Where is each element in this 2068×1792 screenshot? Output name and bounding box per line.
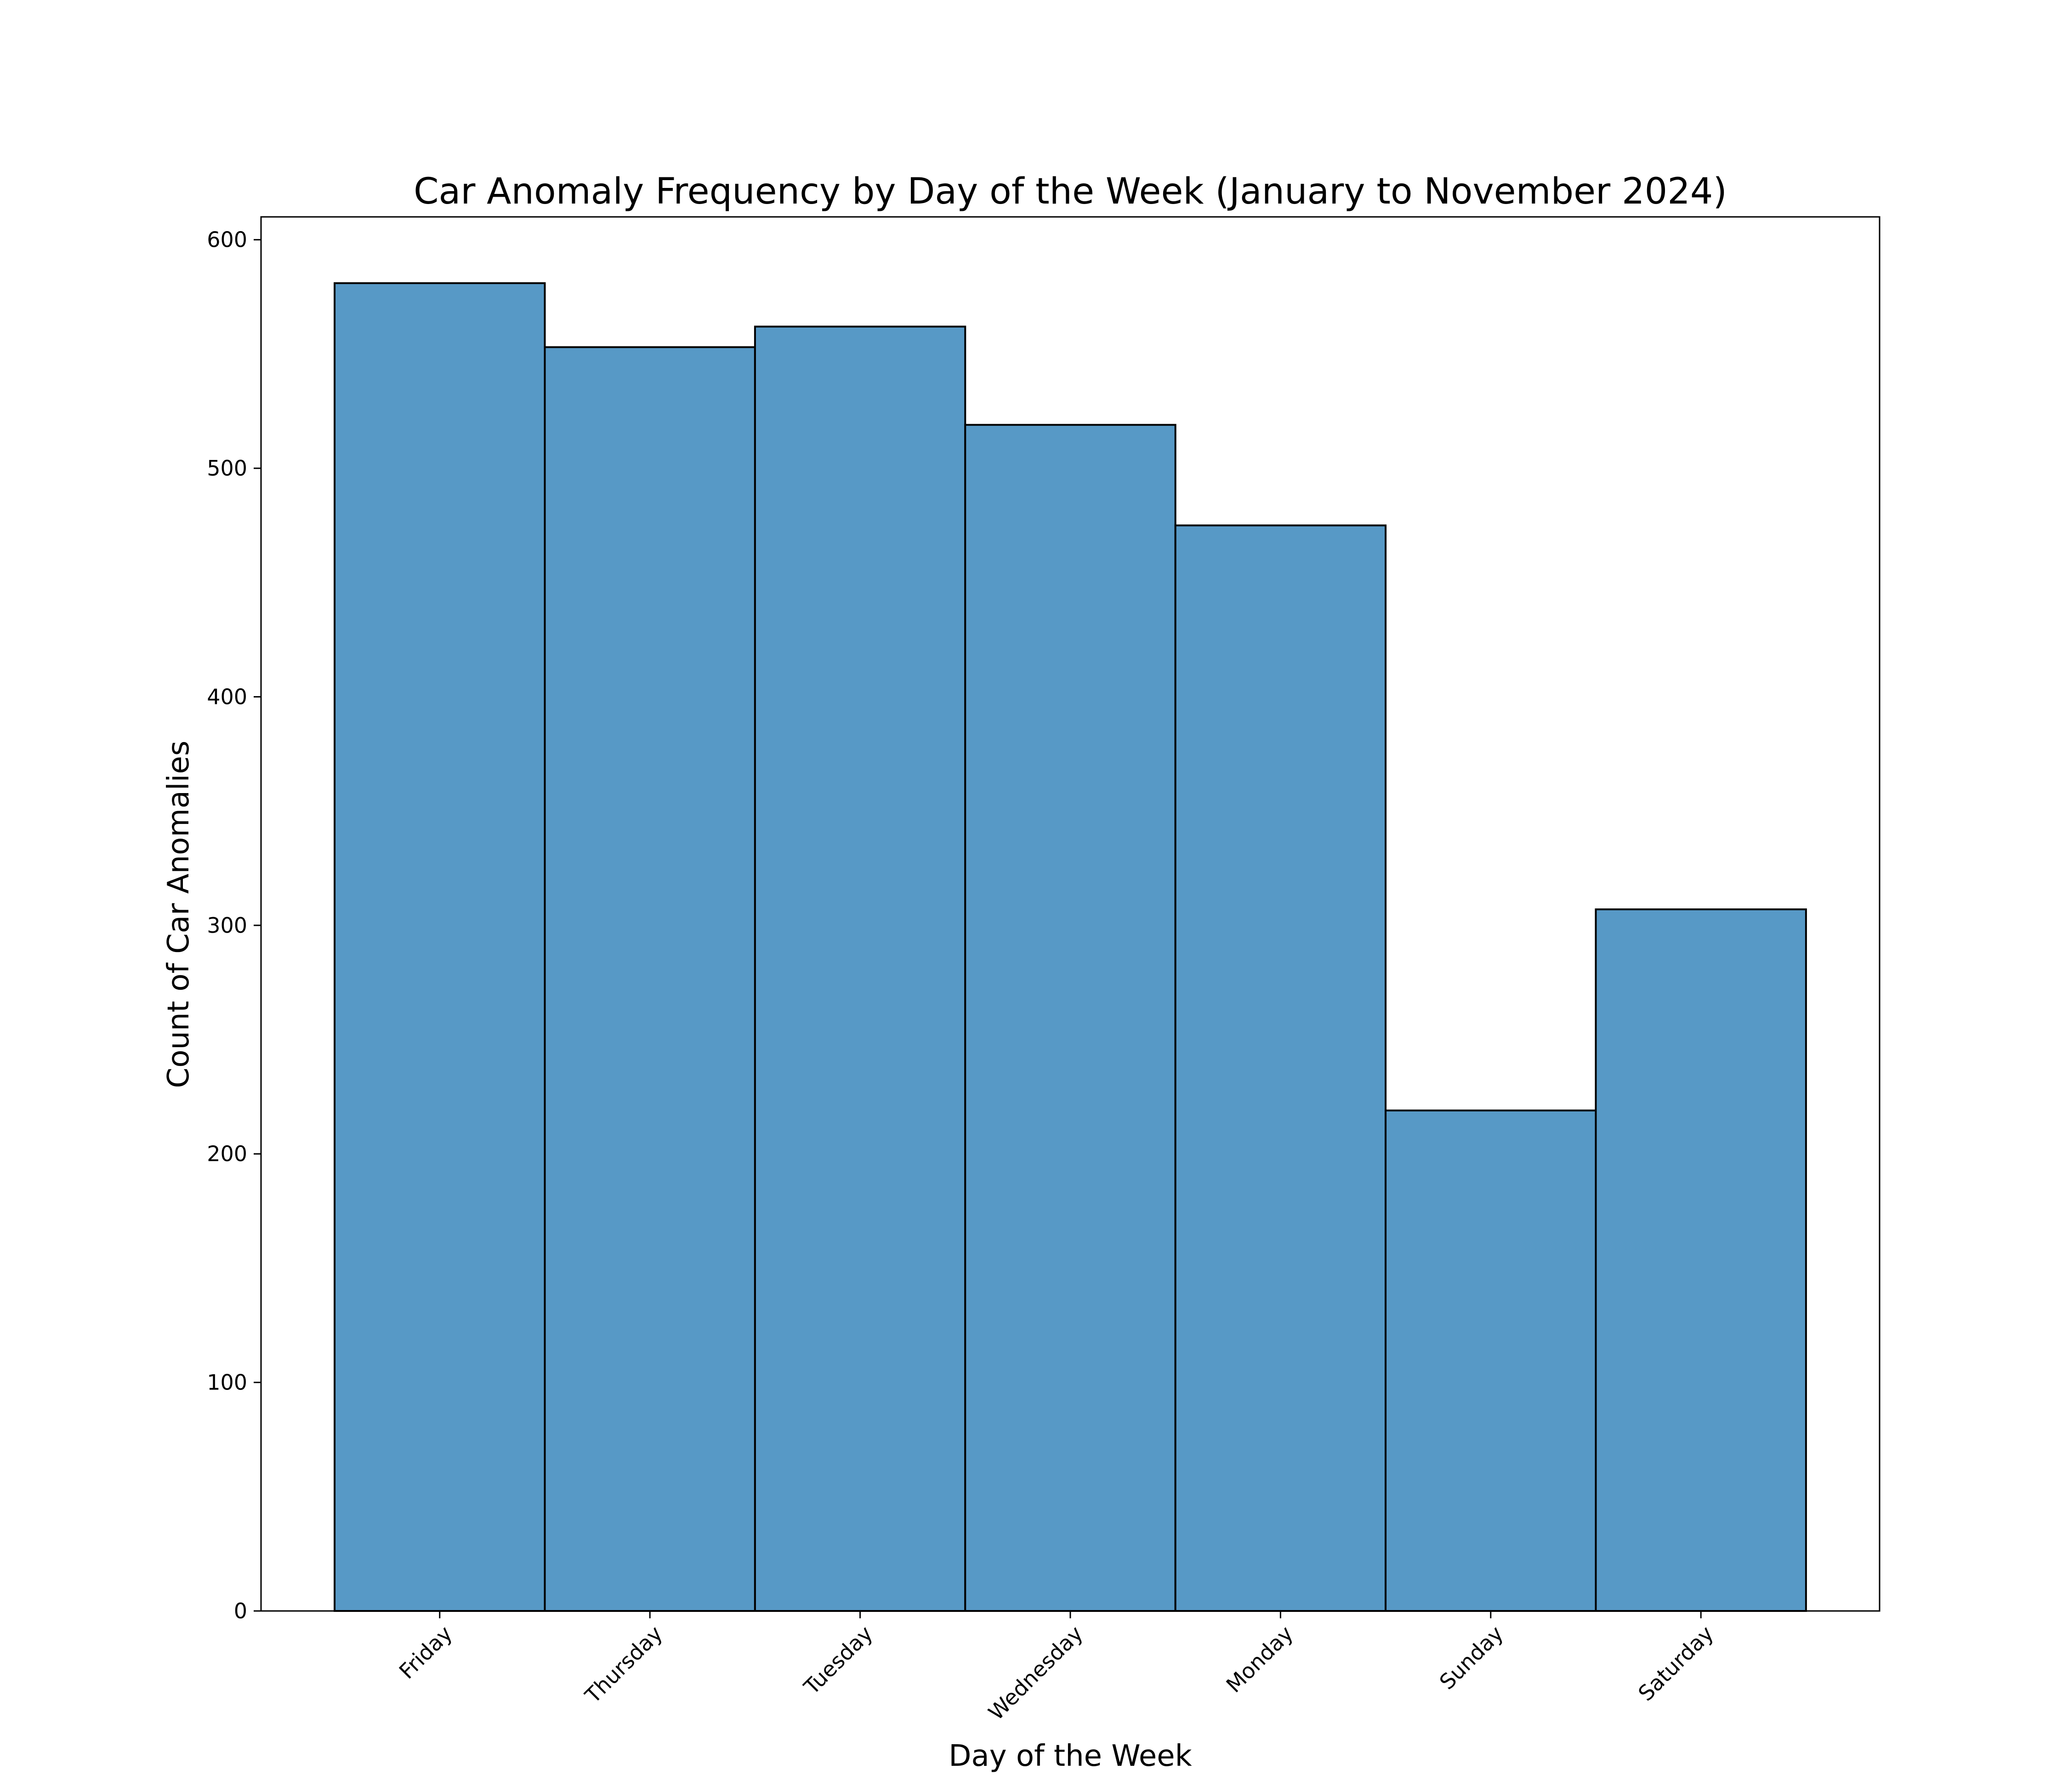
x-axis-ticks: Friday Thursday Tuesday Wednesday Monday Sund…	[394, 1611, 1718, 1725]
y-tick-label: 500	[207, 456, 247, 481]
bar-friday	[334, 282, 546, 1612]
chart-title: Car Anomaly Frequency by Day of the Week…	[414, 171, 1727, 212]
x-axis-label: Day of the Week	[949, 1739, 1192, 1773]
plot-frame	[260, 216, 1881, 1612]
x-tick-label-monday: Monday	[1221, 1621, 1298, 1698]
x-tick-label-sunday: Sunday	[1435, 1621, 1508, 1695]
bar-tuesday	[754, 325, 966, 1612]
bars-layer	[334, 282, 1807, 1612]
y-tick-label: 200	[207, 1141, 247, 1166]
x-tick-label-saturday: Saturday	[1633, 1621, 1718, 1706]
bar-thursday	[544, 346, 756, 1612]
x-tick-label-thursday: Thursday	[580, 1621, 667, 1708]
y-axis-ticks: 0 100 200 300 400 500 600	[207, 227, 261, 1623]
x-tick-label-tuesday: Tuesday	[799, 1621, 877, 1700]
bar-wednesday	[964, 424, 1176, 1612]
y-tick-label: 100	[207, 1370, 247, 1395]
y-tick-label: 0	[234, 1599, 247, 1623]
bar-sunday	[1385, 1109, 1597, 1612]
x-tick-label-friday: Friday	[394, 1621, 457, 1684]
y-axis-label: Count of Car Anomalies	[162, 741, 196, 1088]
y-tick-label: 400	[207, 684, 247, 709]
y-tick-label: 600	[207, 227, 247, 252]
bar-monday	[1174, 524, 1387, 1612]
y-tick-label: 300	[207, 913, 247, 938]
x-tick-label-wednesday: Wednesday	[983, 1621, 1088, 1725]
bar-saturday	[1595, 908, 1807, 1612]
